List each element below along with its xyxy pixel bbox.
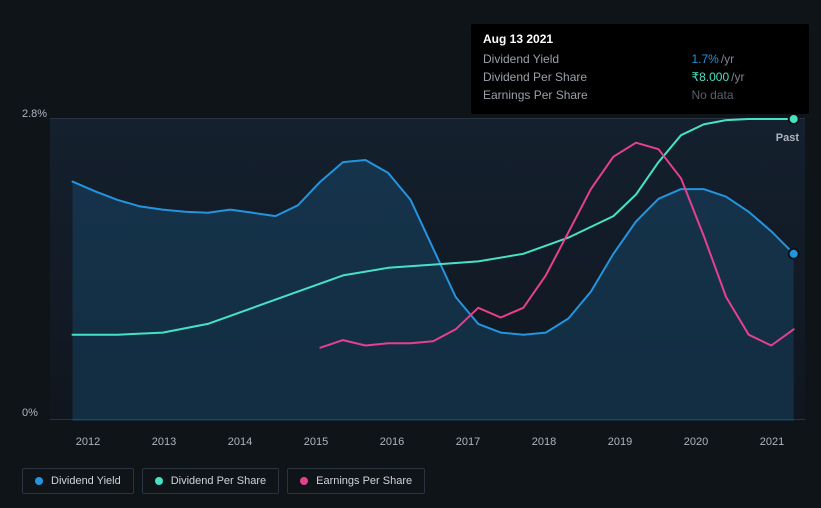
chart-legend: Dividend Yield Dividend Per Share Earnings…: [22, 468, 425, 494]
x-axis-year: 2014: [202, 436, 278, 448]
x-axis-year: 2017: [430, 436, 506, 448]
x-axis-year: 2019: [582, 436, 658, 448]
x-axis-year: 2015: [278, 436, 354, 448]
tooltip-row-value: ₹8.000/yr: [691, 68, 797, 86]
legend-item[interactable]: Dividend Per Share: [142, 468, 279, 494]
tooltip-date: Aug 13 2021: [483, 32, 797, 46]
legend-label: Earnings Per Share: [316, 475, 412, 487]
plot-area[interactable]: [50, 118, 805, 420]
legend-item[interactable]: Dividend Yield: [22, 468, 134, 494]
y-axis-label-max: 2.8%: [22, 108, 47, 120]
legend-dot-icon: [35, 477, 43, 485]
legend-label: Dividend Yield: [51, 475, 121, 487]
chart-tooltip: Aug 13 2021 Dividend Yield1.7%/yrDividen…: [471, 24, 809, 114]
x-axis-year: 2020: [658, 436, 734, 448]
tooltip-row-value: 1.7%/yr: [691, 50, 797, 68]
series-area-dividend_yield: [73, 160, 794, 421]
tooltip-row-label: Dividend Per Share: [483, 68, 691, 86]
series-end-marker-dividend_per_share: [789, 114, 799, 124]
dividend-chart: 2.8% 0% Past Aug 13 2021 Dividend Yield1…: [0, 0, 821, 508]
series-end-marker-dividend_yield: [789, 249, 799, 259]
legend-label: Dividend Per Share: [171, 475, 266, 487]
legend-dot-icon: [300, 477, 308, 485]
chart-lines: [50, 119, 805, 421]
x-axis-labels: 2012201320142015201620172018201920202021: [50, 436, 810, 448]
tooltip-row-label: Dividend Yield: [483, 50, 691, 68]
legend-dot-icon: [155, 477, 163, 485]
x-axis-year: 2021: [734, 436, 810, 448]
x-axis-year: 2016: [354, 436, 430, 448]
x-axis-year: 2013: [126, 436, 202, 448]
x-axis-year: 2018: [506, 436, 582, 448]
x-axis-year: 2012: [50, 436, 126, 448]
tooltip-row-value: No data: [691, 86, 797, 104]
y-axis-label-min: 0%: [22, 407, 38, 419]
past-label: Past: [776, 132, 799, 144]
legend-item[interactable]: Earnings Per Share: [287, 468, 425, 494]
tooltip-row-label: Earnings Per Share: [483, 86, 691, 104]
tooltip-table: Dividend Yield1.7%/yrDividend Per Share₹…: [483, 50, 797, 104]
